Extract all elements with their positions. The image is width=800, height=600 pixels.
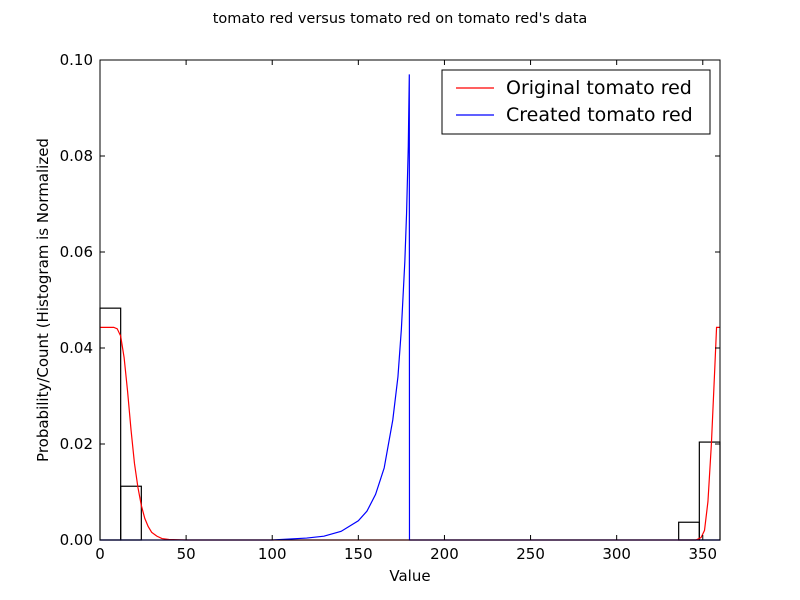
x-tick-label-1: 50 <box>177 545 196 563</box>
x-tick-label-2: 100 <box>258 545 287 563</box>
y-tick-label-4: 0.08 <box>60 147 93 165</box>
legend-label-created: Created tomato red <box>506 104 693 126</box>
x-tick-label-3: 150 <box>344 545 373 563</box>
y-tick-label-2: 0.04 <box>60 339 93 357</box>
legend-label-original: Original tomato red <box>506 77 692 99</box>
legend: Original tomato red Created tomato red <box>441 69 711 135</box>
axis-ticks: 0 50 100 150 200 250 300 350 0.00 0.02 0.04 0.06 0.0… <box>60 51 720 563</box>
series-line-0 <box>100 326 720 541</box>
y-tick-label-5: 0.10 <box>60 51 93 69</box>
y-tick-label-1: 0.02 <box>60 435 93 453</box>
y-tick-label-3: 0.06 <box>60 243 93 261</box>
series-line-1 <box>100 74 720 541</box>
y-axis-label: Probability/Count (Histogram is Normaliz… <box>34 138 52 462</box>
chart-title: tomato red versus tomato red on tomato r… <box>213 11 588 27</box>
x-tick-label-4: 200 <box>430 545 459 563</box>
x-tick-label-7: 350 <box>688 545 717 563</box>
x-tick-label-0: 0 <box>95 545 105 563</box>
y-tick-label-0: 0.00 <box>60 531 93 549</box>
x-axis-label: Value <box>389 567 430 585</box>
legend-box <box>441 69 711 135</box>
plot-frame <box>99 59 721 541</box>
x-tick-label-6: 300 <box>602 545 631 563</box>
x-tick-label-5: 250 <box>516 545 545 563</box>
series-lines <box>100 74 720 541</box>
